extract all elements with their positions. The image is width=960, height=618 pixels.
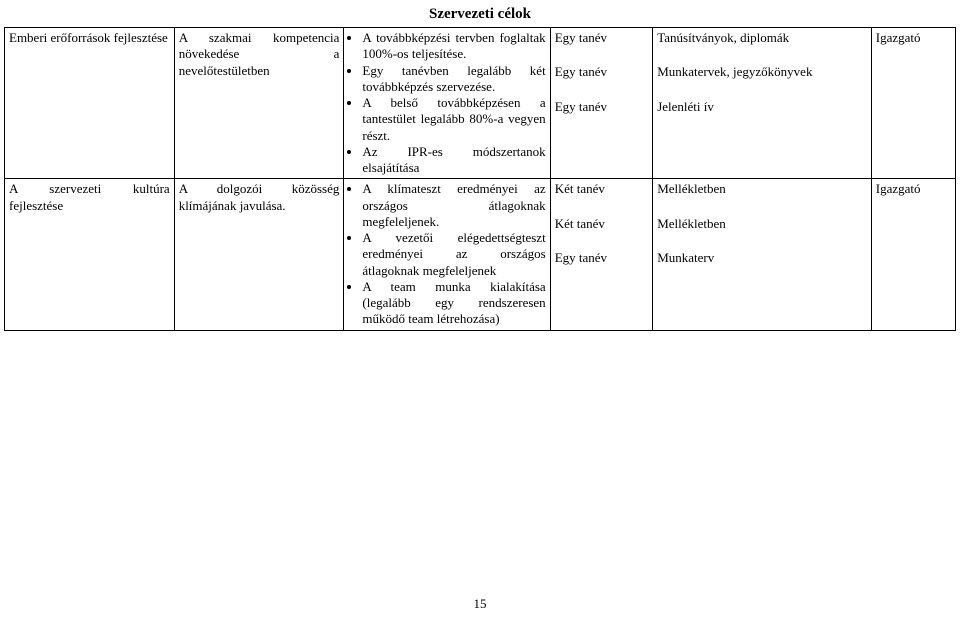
list-item: A klímateszt eredményei az országos átla…: [362, 181, 545, 230]
deadline-line: Két tanév: [555, 216, 649, 232]
deadline-line: Egy tanév: [555, 64, 649, 80]
table-row: A szervezeti kultúra fejlesztése A dolgo…: [5, 179, 956, 330]
cell-objective: A szervezeti kultúra fejlesztése: [5, 179, 175, 330]
table-row: Emberi erőforrások fejlesztése A szakmai…: [5, 28, 956, 179]
cell-subgoal: A szakmai kompetencia növekedése a nevel…: [174, 28, 344, 179]
deadline-line: Egy tanév: [555, 99, 649, 115]
list-item: Egy tanévben legalább két továbbképzés s…: [362, 63, 545, 96]
cell-responsible: Igazgató: [871, 28, 955, 179]
list-item: A team munka kialakítása (legalább egy r…: [362, 279, 545, 328]
cell-evidence: Tanúsítványok, diplomák Munkatervek, jeg…: [653, 28, 872, 179]
cell-evidence: Mellékletben Mellékletben Munkaterv: [653, 179, 872, 330]
evidence-line: Tanúsítványok, diplomák: [657, 30, 867, 46]
list-item: A vezetői elégedettségteszt eredményei a…: [362, 230, 545, 279]
evidence-line: Jelenléti ív: [657, 99, 867, 115]
document-title: Szervezeti célok: [4, 6, 956, 23]
cell-deadline: Egy tanév Egy tanév Egy tanév: [550, 28, 653, 179]
list-item: A belső továbbképzésen a tantestület leg…: [362, 95, 545, 144]
evidence-line: Munkaterv: [657, 250, 867, 266]
evidence-line: Mellékletben: [657, 216, 867, 232]
cell-responsible: Igazgató: [871, 179, 955, 330]
cell-subgoal: A dolgozói közösség klímájának javulása.: [174, 179, 344, 330]
list-item: A továbbképzési tervben foglaltak 100%-o…: [362, 30, 545, 63]
list-item: Az IPR-es módszertanok elsajátítása: [362, 144, 545, 177]
deadline-line: Egy tanév: [555, 30, 649, 46]
page-number: 15: [0, 596, 960, 612]
evidence-line: Mellékletben: [657, 181, 867, 197]
deadline-line: Egy tanév: [555, 250, 649, 266]
cell-actions: A továbbképzési tervben foglaltak 100%-o…: [344, 28, 550, 179]
cell-actions: A klímateszt eredményei az országos átla…: [344, 179, 550, 330]
cell-objective: Emberi erőforrások fejlesztése: [5, 28, 175, 179]
evidence-line: Munkatervek, jegyzőkönyvek: [657, 64, 867, 80]
goals-table: Emberi erőforrások fejlesztése A szakmai…: [4, 27, 956, 331]
cell-deadline: Két tanév Két tanév Egy tanév: [550, 179, 653, 330]
deadline-line: Két tanév: [555, 181, 649, 197]
